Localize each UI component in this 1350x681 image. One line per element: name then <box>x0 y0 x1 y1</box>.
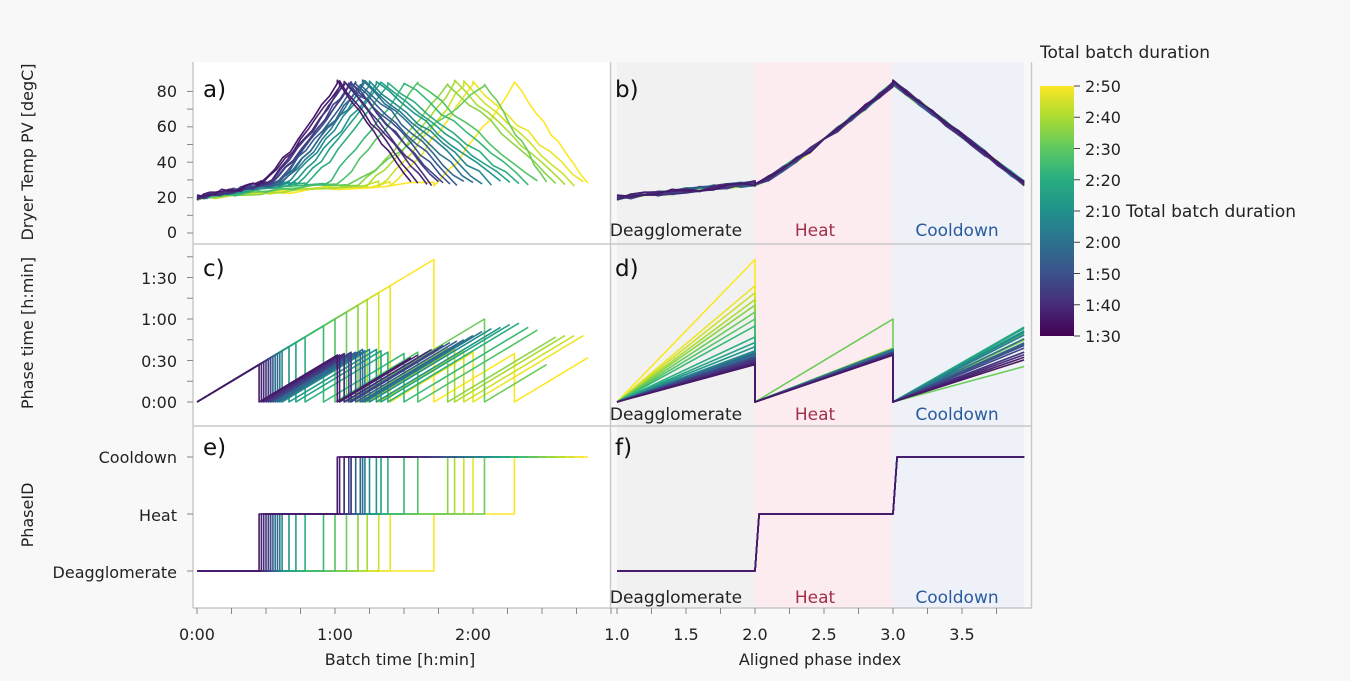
phase-band-heat <box>755 62 893 608</box>
panel-c-series <box>196 258 589 403</box>
xtick-phase-2-5: 2.5 <box>811 625 836 644</box>
xlabel-batch-time: Batch time [h:min] <box>325 650 476 669</box>
phase-band-deagglomerate <box>617 62 755 608</box>
phase-label-d-heat: Heat <box>795 405 836 425</box>
phase-time-series-d <box>616 354 1025 403</box>
xtick-batch-0000: 0:00 <box>179 625 215 644</box>
colorbar-tick-8: 1:30 <box>1085 327 1121 346</box>
phase-label-d-deagglomerate: Deagglomerate <box>610 405 742 425</box>
temp-series-b <box>616 79 1025 198</box>
ytick-temp-20: 20 <box>157 188 177 207</box>
panel-f-series <box>617 456 1025 572</box>
colorbar-tick-3: 2:20 <box>1085 171 1121 190</box>
colorbar-tick-6: 1:50 <box>1085 265 1121 284</box>
ytick-phase-0130: 1:30 <box>141 269 177 288</box>
ytick-phaseid-deagglomerate: Deagglomerate <box>53 563 177 582</box>
colorbar-title: Total batch duration <box>1039 43 1210 63</box>
phaseid-series-f <box>617 456 1025 572</box>
colorbar: Total batch duration 2:50 2:40 2:30 2:20… <box>1039 43 1296 346</box>
colorbar-side-label: Total batch duration <box>1125 202 1296 222</box>
temp-series-a <box>196 79 412 198</box>
panel-frame <box>192 62 1033 609</box>
phase-label-b-heat: Heat <box>795 221 836 241</box>
phase-label-b-deagglomerate: Deagglomerate <box>610 221 742 241</box>
axis-ticks <box>187 90 997 614</box>
ylabel-phase-time: Phase time [h:min] <box>18 257 37 409</box>
colorbar-tick-7: 1:40 <box>1085 296 1121 315</box>
ytick-temp-60: 60 <box>157 117 177 136</box>
phase-band-cooldown <box>893 62 1025 608</box>
panel-label-e: e) <box>203 435 226 461</box>
colorbar-tick-5: 2:00 <box>1085 233 1121 252</box>
xtick-batch-0200: 2:00 <box>455 625 491 644</box>
ytick-temp-40: 40 <box>157 153 177 172</box>
phase-label-d-cooldown: Cooldown <box>915 405 998 425</box>
phase-label-f-heat: Heat <box>795 588 836 608</box>
xtick-phase-1-5: 1.5 <box>673 625 698 644</box>
temp-series-a <box>196 80 419 201</box>
xtick-phase-3-0: 3.0 <box>880 625 905 644</box>
temp-series-a <box>196 80 428 200</box>
left-plot-area <box>193 62 610 608</box>
panel-label-f: f) <box>615 435 632 461</box>
ytick-temp-80: 80 <box>157 82 177 101</box>
ytick-phase-0000: 0:00 <box>141 393 177 412</box>
panel-d-series <box>616 258 1025 403</box>
colorbar-tick-0: 2:50 <box>1085 77 1121 96</box>
xtick-phase-3-5: 3.5 <box>949 625 974 644</box>
xtick-phase-2-0: 2.0 <box>742 625 767 644</box>
panel-label-c: c) <box>203 256 225 282</box>
phase-label-f-deagglomerate: Deagglomerate <box>610 588 742 608</box>
colorbar-tick-4: 2:10 <box>1085 202 1121 221</box>
phase-time-series-c <box>196 354 412 403</box>
ytick-phase-0030: 0:30 <box>141 352 177 371</box>
ylabel-phaseid: PhaseID <box>18 483 37 548</box>
phase-background <box>617 62 1025 608</box>
colorbar-gradient <box>1040 86 1074 336</box>
phase-time-series-c <box>196 258 589 403</box>
colorbar-tick-1: 2:40 <box>1085 108 1121 127</box>
panel-label-b: b) <box>615 77 639 103</box>
ytick-phaseid-cooldown: Cooldown <box>99 448 177 467</box>
ytick-phaseid-heat: Heat <box>139 506 177 525</box>
phase-time-series-d <box>616 311 1025 403</box>
temp-series-a <box>196 81 538 200</box>
xtick-phase-1-0: 1.0 <box>604 625 629 644</box>
colorbar-tick-2: 2:30 <box>1085 140 1121 159</box>
ylabel-temperature: Dryer Temp PV [degC] <box>18 63 37 240</box>
panel-a-series <box>196 79 589 201</box>
ytick-temp-0: 0 <box>167 223 177 242</box>
panel-label-a: a) <box>203 77 226 103</box>
panel-label-d: d) <box>615 256 639 282</box>
phase-label-b-cooldown: Cooldown <box>915 221 998 241</box>
panel-b-series <box>616 79 1025 201</box>
ytick-phase-0100: 1:00 <box>141 310 177 329</box>
xtick-batch-0100: 1:00 <box>317 625 353 644</box>
temp-series-a <box>196 81 511 200</box>
phase-label-f-cooldown: Cooldown <box>915 588 998 608</box>
xlabel-aligned-phase: Aligned phase index <box>739 650 901 669</box>
phaseid-series-e <box>197 456 411 572</box>
panel-e-series <box>197 456 588 572</box>
